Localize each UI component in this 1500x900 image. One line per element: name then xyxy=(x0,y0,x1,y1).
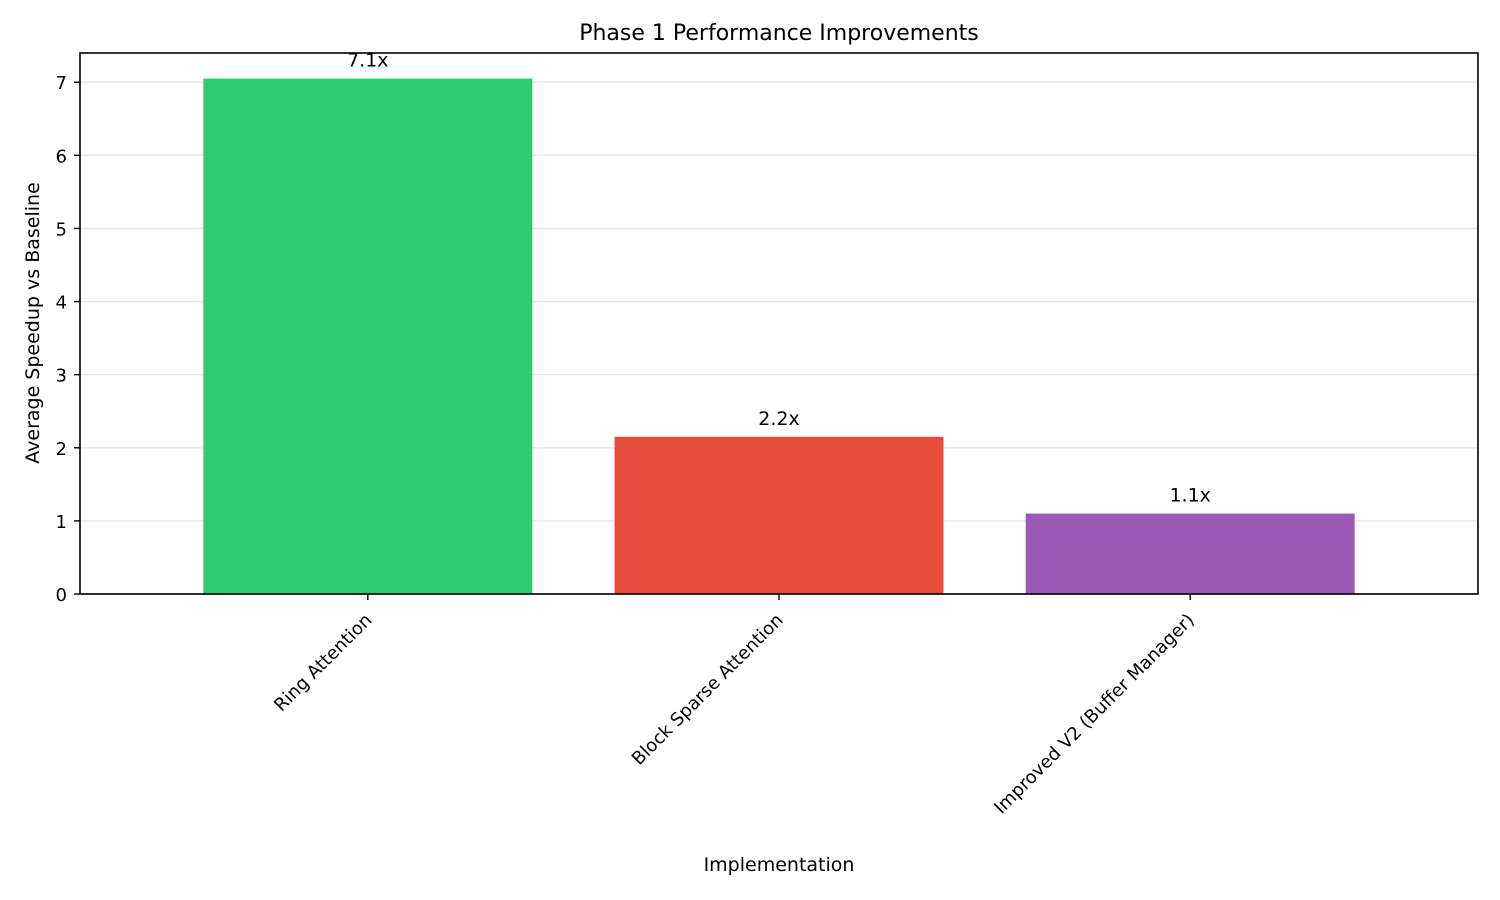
y-tick-label: 5 xyxy=(56,219,67,240)
y-tick-label: 4 xyxy=(56,293,67,314)
data-label: 1.1x xyxy=(1169,485,1210,507)
y-tick-label: 3 xyxy=(56,366,67,387)
x-axis: Ring Attention Block Sparse Attention Impr… xyxy=(270,594,1199,818)
data-labels: 7.1x 2.2x 1.1x xyxy=(347,50,1211,507)
x-axis-label: Implementation xyxy=(704,854,855,876)
y-tick-label: 1 xyxy=(56,512,67,533)
y-axis: 0 1 2 3 4 5 6 7 xyxy=(56,73,80,606)
bar xyxy=(614,436,944,594)
y-axis-label: Average Speedup vs Baseline xyxy=(22,182,44,464)
y-tick-label: 2 xyxy=(56,439,67,460)
y-tick-label: 7 xyxy=(56,73,67,94)
y-tick-label: 6 xyxy=(56,146,67,167)
data-label: 2.2x xyxy=(758,408,799,430)
bar xyxy=(203,78,533,595)
x-tick-label: Block Sparse Attention xyxy=(628,610,788,770)
data-label: 7.1x xyxy=(347,50,388,72)
bar xyxy=(1025,513,1355,594)
y-tick-label: 0 xyxy=(56,585,67,606)
chart-title: Phase 1 Performance Improvements xyxy=(579,21,979,46)
x-tick-label: Improved V2 (Buffer Manager) xyxy=(990,610,1199,819)
bars xyxy=(203,78,1355,595)
x-tick-label: Ring Attention xyxy=(270,610,376,716)
